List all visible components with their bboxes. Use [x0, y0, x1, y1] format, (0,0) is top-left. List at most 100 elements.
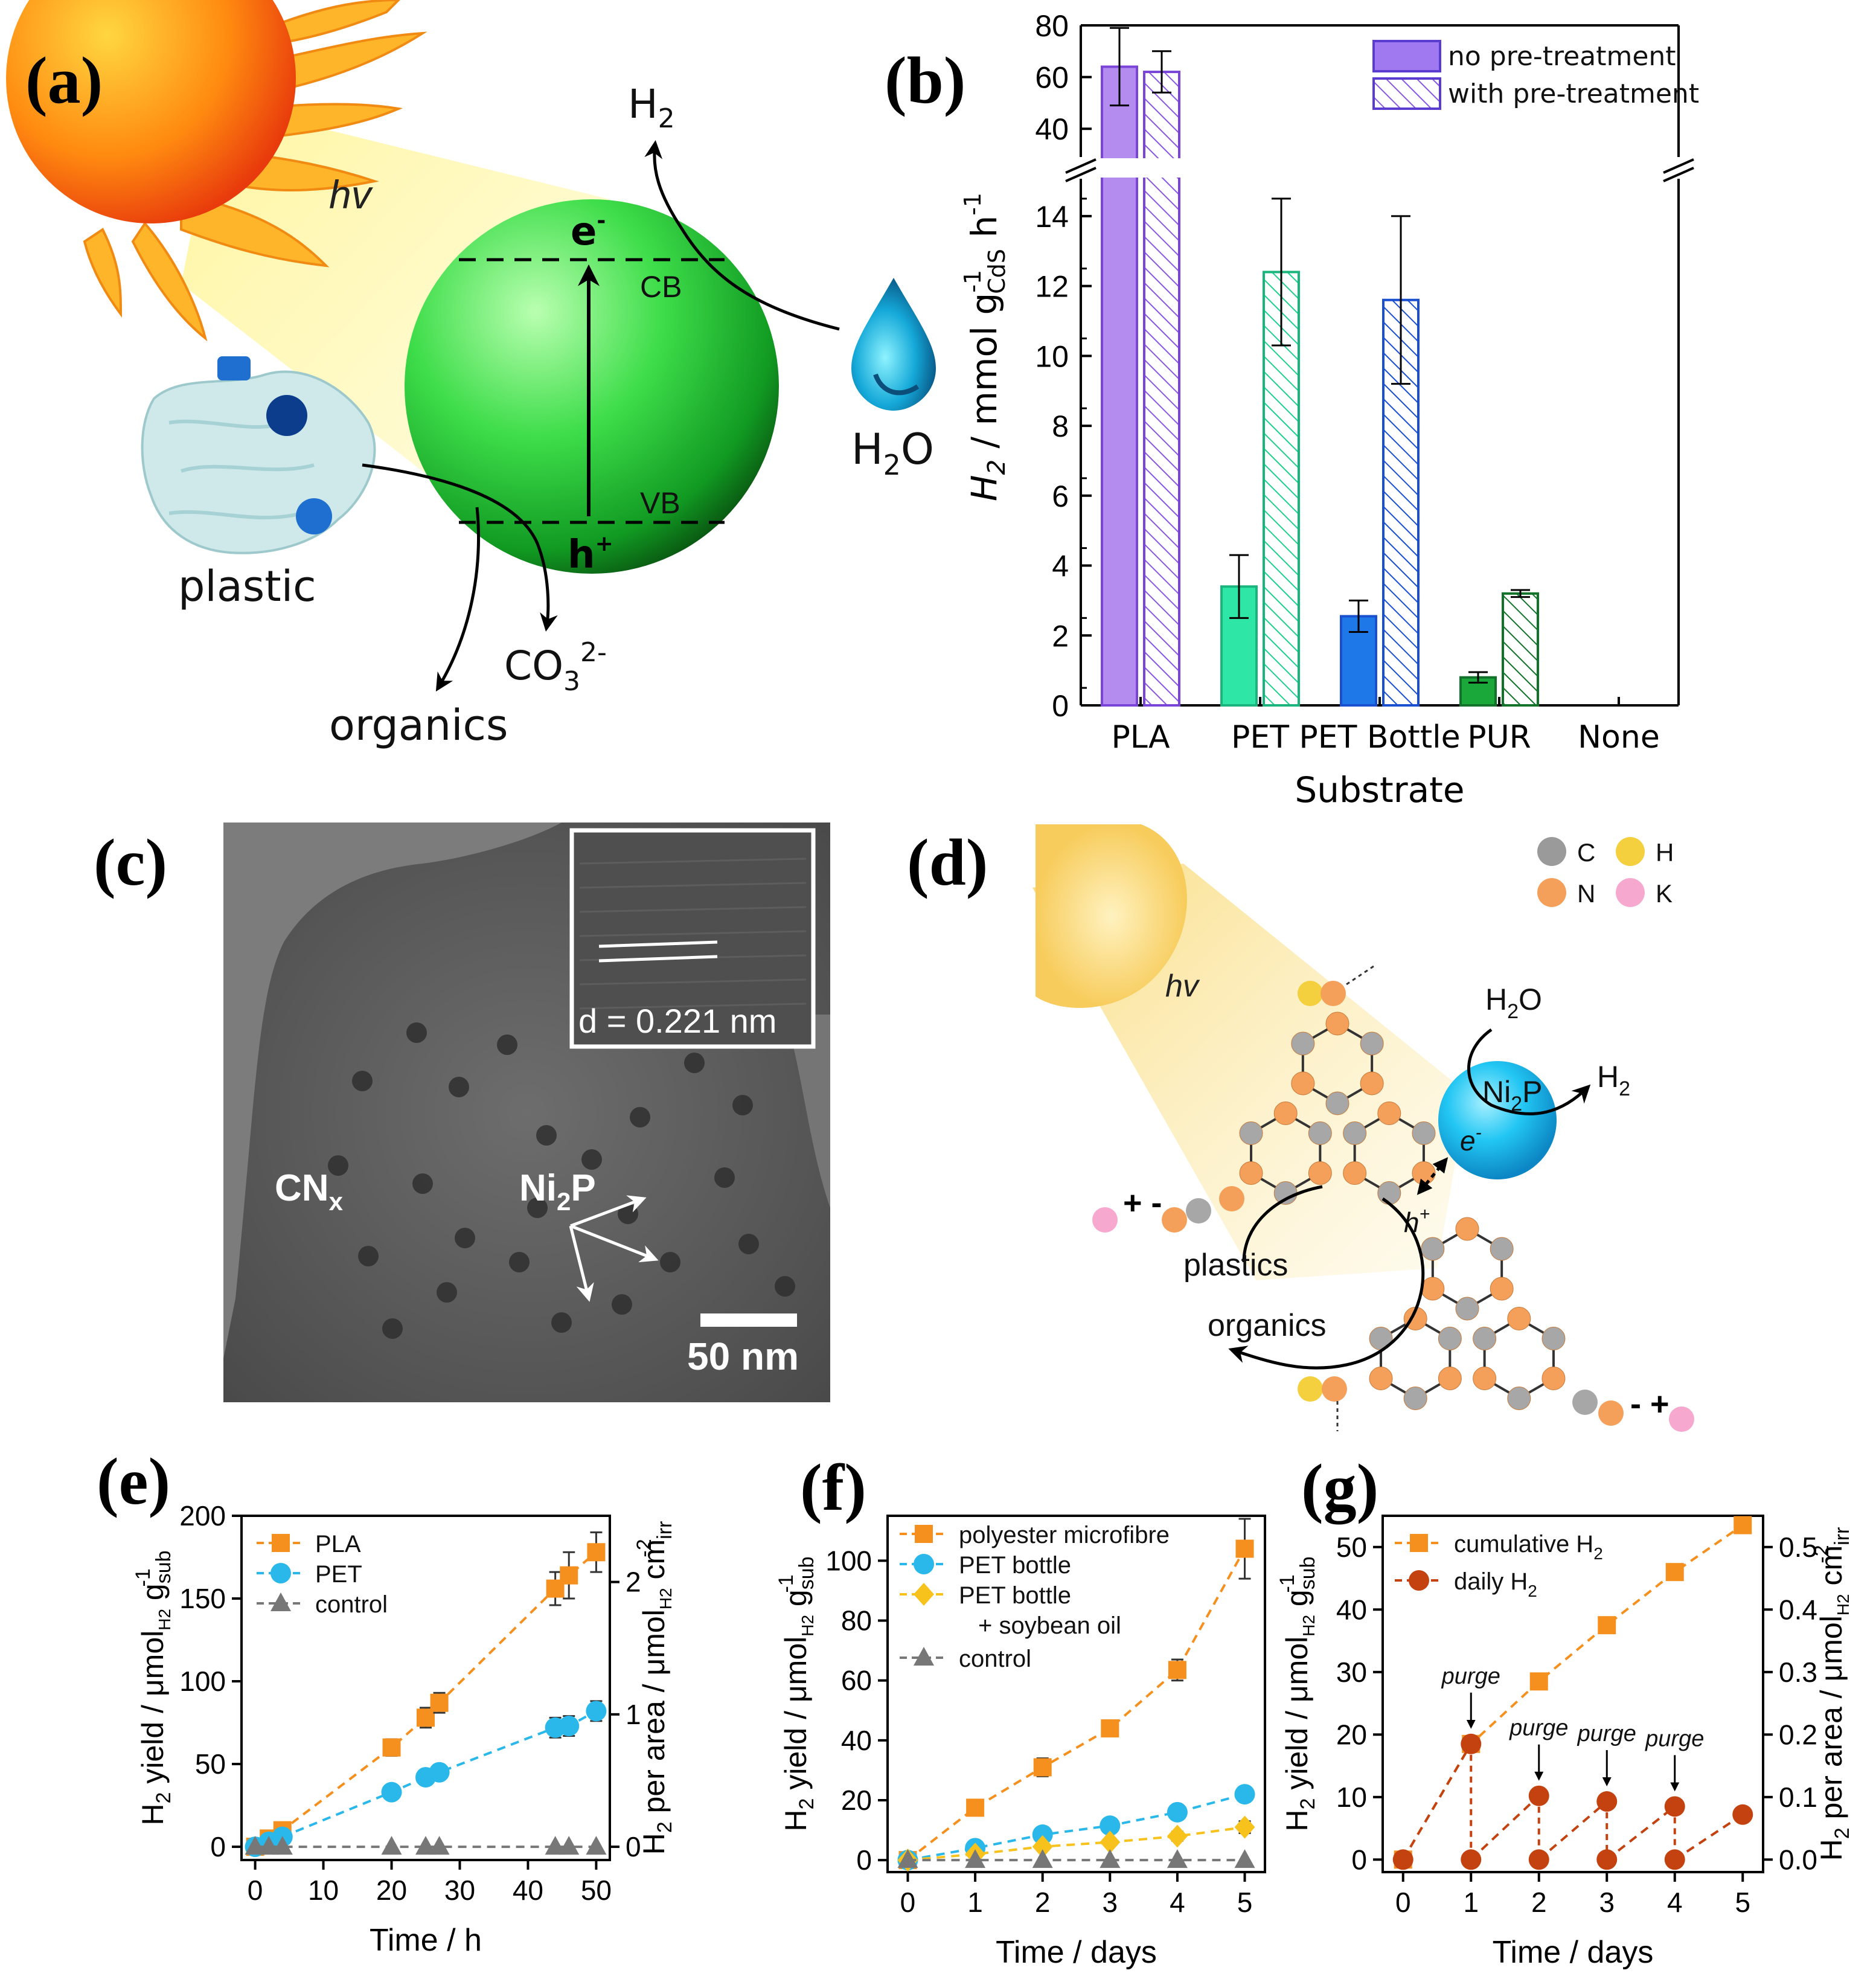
ni2p-particle	[536, 1125, 557, 1146]
x-tick-label: None	[1578, 719, 1660, 755]
carbon-atom	[1291, 1031, 1315, 1056]
y2-axis-title: H2 per area / μmolH2 cmirr-2	[1810, 1527, 1854, 1861]
x-tick-label: 40	[513, 1875, 543, 1906]
data-point-daily	[1732, 1804, 1753, 1825]
series-line-daily	[1402, 1743, 1472, 1861]
scale-bar	[700, 1313, 797, 1327]
legend-marker	[1409, 1570, 1429, 1591]
y2-axis-title: H2 per area / μmolH2 cmirr-2	[633, 1521, 676, 1855]
nitrogen-atom	[1455, 1217, 1479, 1241]
axis-break-mark	[1065, 167, 1096, 182]
x-tick-label: PET	[1231, 719, 1289, 755]
axis-break-mark	[1663, 167, 1694, 182]
x-tick-label: 0	[1395, 1887, 1411, 1918]
scale-bar-label: 50 nm	[687, 1335, 799, 1378]
ni2p-label: Ni2P	[519, 1167, 596, 1216]
x-tick-label: PET Bottle	[1299, 719, 1460, 755]
panel-g-line-chart: (g) 0 1 2 3 4 5010203040500.00.10.20.30.40.5T…	[1276, 1451, 1854, 1970]
x-tick-label: 4	[1667, 1887, 1683, 1918]
panel-label-f: (f)	[800, 1451, 866, 1524]
tem-inset	[569, 828, 816, 1049]
panel-label-e: (e)	[97, 1445, 170, 1518]
x-axis-title: Time / h	[370, 1923, 482, 1958]
oxidation-arrow-co3	[362, 463, 558, 632]
x-tick-label: 1	[967, 1887, 983, 1918]
chain-atom	[1219, 1186, 1244, 1211]
hv-label: hv	[329, 172, 374, 217]
y-tick-label-upper: 60	[1035, 61, 1069, 95]
bar-with-pretreatment-pur	[1502, 592, 1539, 707]
y-tick-label: 10	[1336, 1782, 1367, 1813]
legend-label: no pre-treatment	[1448, 41, 1676, 72]
legend-atom-k	[1616, 878, 1645, 907]
carbon-atom	[1438, 1327, 1462, 1350]
x-tick-label: 50	[581, 1875, 612, 1906]
series-line	[908, 1793, 1246, 1862]
nitrogen-atom	[1412, 1161, 1436, 1185]
chain-atom	[1598, 1400, 1624, 1426]
nitrogen-atom	[1360, 1071, 1384, 1095]
carbon-atom	[1239, 1121, 1263, 1145]
legend-label: PET bottle	[959, 1582, 1071, 1609]
chain-atom	[1669, 1406, 1694, 1432]
plastics-arc-d	[1242, 1185, 1323, 1263]
data-point-control	[559, 1836, 580, 1855]
y2-tick-label: 0.0	[1779, 1844, 1817, 1875]
carbon-atom	[1273, 1181, 1298, 1205]
x-tick-label: 30	[444, 1875, 475, 1906]
y-axis-title: H2 / mmol g-1CdS h-1	[959, 193, 1011, 501]
sun-icon	[6, 0, 427, 342]
co3-label: CO32-	[504, 637, 607, 697]
carbon-atom	[1412, 1121, 1436, 1145]
chain-atom	[1186, 1198, 1211, 1224]
legend-label: PET bottle	[959, 1552, 1071, 1579]
nitrogen-atom	[1473, 1367, 1497, 1390]
data-point-daily	[1596, 1849, 1618, 1870]
heptazine-structure	[1092, 965, 1694, 1432]
x-tick-label: 5	[1237, 1887, 1253, 1918]
sun-d	[1036, 824, 1187, 1009]
legend-label: control	[315, 1591, 388, 1618]
x-axis-title: Substrate	[1295, 769, 1464, 810]
panel-label-b: (b)	[885, 43, 965, 117]
data-point	[1234, 1784, 1255, 1805]
data-point-daily	[1664, 1796, 1685, 1817]
plastics-label-d: plastics	[1183, 1248, 1288, 1283]
legend-label: PET	[315, 1561, 362, 1588]
legend-marker	[914, 1554, 934, 1574]
oxidation-arrow-d	[1228, 1197, 1425, 1370]
legend-atom-n	[1537, 878, 1566, 907]
y-tick-label: 4	[1052, 550, 1069, 583]
y-tick-label: 100	[179, 1666, 226, 1697]
data-point	[1100, 1815, 1121, 1836]
ni2p-particle	[328, 1155, 348, 1176]
y-axis-title: H2 yield / μmolH2 gsub-1	[132, 1550, 175, 1825]
ni2p-particle	[684, 1053, 705, 1073]
h2-evolution-arrow	[644, 140, 840, 331]
panel-label-g: (g)	[1301, 1451, 1378, 1524]
data-point-cumulative	[1665, 1563, 1684, 1582]
legend-swatch	[1372, 40, 1441, 72]
legend-marker	[1410, 1534, 1428, 1552]
data-point	[1033, 1758, 1052, 1777]
bar-with-pretreatment-pet	[1263, 271, 1300, 707]
data-point	[897, 1849, 918, 1868]
x-axis-title: Time / days	[1493, 1935, 1654, 1970]
ni2p-pointer-2	[570, 1224, 659, 1263]
plastic-label: plastic	[178, 562, 316, 611]
y-tick-label: 200	[179, 1500, 226, 1531]
legend-atom-c	[1537, 837, 1566, 866]
data-point-pla	[560, 1566, 578, 1585]
lattice-marker-1	[598, 940, 718, 948]
legend-marker	[271, 1592, 291, 1611]
y-tick-label: 6	[1052, 479, 1069, 513]
x-tick-label: 0	[248, 1875, 263, 1906]
data-point	[1234, 1815, 1255, 1839]
bar-break	[1101, 158, 1138, 178]
data-point-control	[415, 1836, 436, 1855]
y-tick-label: 12	[1035, 270, 1069, 304]
data-point-cumulative	[1529, 1672, 1548, 1691]
nitrogen-atom	[1321, 981, 1346, 1006]
hole-label: h+	[568, 531, 613, 577]
water-drop-icon	[851, 278, 936, 411]
